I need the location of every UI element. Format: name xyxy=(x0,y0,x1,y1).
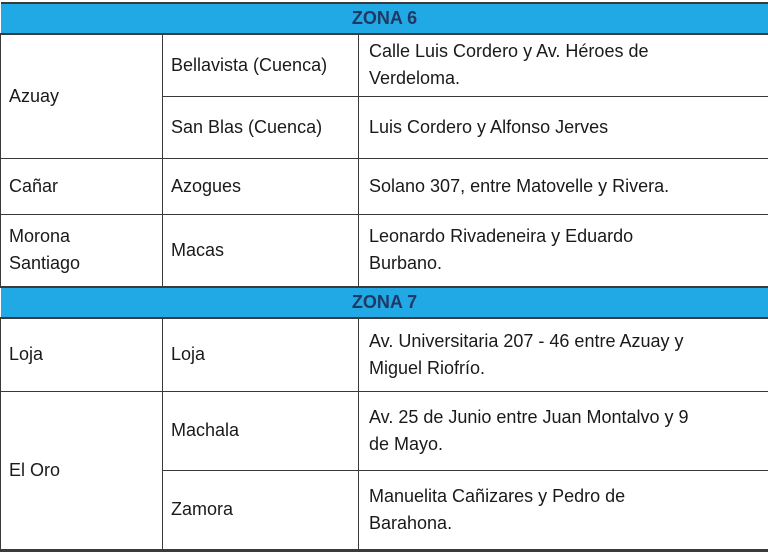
province-cell-canar: Cañar xyxy=(1,158,163,214)
province-cell-el-oro: El Oro xyxy=(1,391,163,550)
city-cell-loja: Loja xyxy=(163,318,359,391)
table-row-azogues: Cañar Azogues Solano 307, entre Matovell… xyxy=(1,158,768,214)
zone-7-header-row: ZONA 7 xyxy=(1,287,768,318)
zone-6-header-row: ZONA 6 xyxy=(1,3,768,34)
city-cell-azogues: Azogues xyxy=(163,158,359,214)
address-cell-azogues: Solano 307, entre Matovelle y Rivera. xyxy=(359,158,768,214)
province-cell-morona-santiago: Morona Santiago xyxy=(1,214,163,287)
address-cell-macas: Leonardo Rivadeneira y Eduardo Burbano. xyxy=(359,214,768,287)
address-cell-loja: Av. Universitaria 207 - 46 entre Azuay y… xyxy=(359,318,768,391)
province-cell-azuay: Azuay xyxy=(1,34,163,158)
table-row-loja: Loja Loja Av. Universitaria 207 - 46 ent… xyxy=(1,318,768,391)
city-cell-macas: Macas xyxy=(163,214,359,287)
table-row-macas: Morona Santiago Macas Leonardo Rivadenei… xyxy=(1,214,768,287)
city-cell-san-blas: San Blas (Cuenca) xyxy=(163,96,359,158)
address-cell-san-blas: Luis Cordero y Alfonso Jerves xyxy=(359,96,768,158)
address-cell-bellavista: Calle Luis Cordero y Av. Héroes de Verde… xyxy=(359,34,768,96)
table-row-bellavista: Azuay Bellavista (Cuenca) Calle Luis Cor… xyxy=(1,34,768,96)
city-cell-bellavista: Bellavista (Cuenca) xyxy=(163,34,359,96)
address-cell-machala: Av. 25 de Junio entre Juan Montalvo y 9 … xyxy=(359,391,768,470)
zone-6-header: ZONA 6 xyxy=(1,3,768,34)
city-cell-zamora: Zamora xyxy=(163,470,359,550)
zone-7-header: ZONA 7 xyxy=(1,287,768,318)
province-cell-loja: Loja xyxy=(1,318,163,391)
table-row-machala: El Oro Machala Av. 25 de Junio entre Jua… xyxy=(1,391,768,470)
address-cell-zamora: Manuelita Cañizares y Pedro de Barahona. xyxy=(359,470,768,550)
city-cell-machala: Machala xyxy=(163,391,359,470)
